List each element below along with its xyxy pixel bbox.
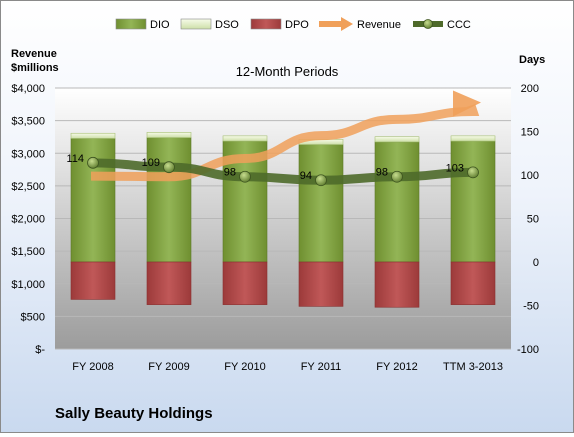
- gridlines: [55, 87, 511, 350]
- category-label: FY 2008: [72, 361, 113, 373]
- category-label: FY 2010: [224, 361, 265, 373]
- dso-bar: [146, 132, 192, 138]
- right-tick-label: 0: [533, 257, 539, 269]
- dpo-bar: [70, 261, 116, 300]
- dso-bar: [222, 135, 268, 142]
- ccc-point: [315, 174, 327, 187]
- legend-label: DPO: [285, 19, 309, 31]
- ccc-data-label: 114: [66, 153, 84, 165]
- ccc-point: [467, 166, 479, 179]
- ccc-line: [88, 158, 478, 185]
- left-axis-ticks: $- $500 $1,000 $1,500 $2,000 $2,500 $3,000 $3,5…: [11, 83, 45, 356]
- dio-bar: [146, 137, 192, 263]
- dpo-bar: [450, 261, 496, 305]
- right-tick-label: 200: [521, 83, 539, 95]
- ccc-data-label: 98: [376, 167, 388, 179]
- legend: DIO DSO DPO Revenue CCC: [115, 17, 471, 31]
- left-tick-label: $-: [35, 344, 45, 356]
- right-axis-ticks: -100 -50 0 50 100 150 200: [517, 83, 539, 356]
- legend-swatch-dso: [180, 18, 212, 30]
- left-tick-label: $4,000: [11, 83, 45, 95]
- left-tick-label: $3,000: [11, 148, 45, 160]
- dio-bar: [450, 140, 496, 263]
- right-tick-label: 50: [527, 214, 539, 226]
- right-axis-label: Days: [519, 54, 545, 66]
- category-label: TTM 3-2013: [443, 361, 503, 373]
- ccc-point: [239, 170, 251, 183]
- dio-bar: [298, 144, 344, 263]
- ccc-point: [391, 170, 403, 183]
- left-tick-label: $500: [21, 311, 45, 323]
- left-tick-label: $1,500: [11, 246, 45, 258]
- dpo-bar: [298, 261, 344, 307]
- revenue-trend-line: [90, 104, 480, 182]
- bar-series: [70, 132, 496, 308]
- category-label: FY 2009: [148, 361, 189, 373]
- left-axis-label-line1: Revenue: [11, 48, 57, 60]
- category-label: FY 2011: [301, 361, 342, 373]
- dso-bar: [374, 136, 420, 143]
- dio-bar: [374, 141, 420, 263]
- right-tick-label: -50: [523, 301, 539, 313]
- legend-label: CCC: [447, 19, 471, 31]
- revenue-arrowhead: [453, 90, 481, 117]
- legend-swatch-dpo: [250, 18, 282, 30]
- left-tick-label: $3,500: [11, 116, 45, 128]
- right-tick-label: 100: [521, 170, 539, 182]
- ccc-data-label: 109: [142, 157, 160, 169]
- dso-bar: [450, 135, 496, 142]
- ccc-data-label: 103: [446, 162, 464, 174]
- left-tick-label: $1,000: [11, 279, 45, 291]
- left-axis-label-line2: $millions: [11, 62, 59, 74]
- ccc-point: [163, 161, 175, 174]
- left-tick-label: $2,000: [11, 214, 45, 226]
- legend-arrowhead: [341, 17, 353, 31]
- dpo-bar: [146, 261, 192, 305]
- ccc-data-label: 94: [300, 170, 312, 182]
- revenue-series: [90, 90, 481, 182]
- legend-swatch-dio: [115, 18, 147, 30]
- legend-label: DSO: [215, 19, 239, 31]
- ccc-data-label: 98: [224, 167, 236, 179]
- left-tick-label: $2,500: [11, 181, 45, 193]
- legend-ccc-dot: [423, 19, 433, 29]
- dpo-bar: [374, 261, 420, 308]
- ccc-point: [87, 156, 99, 169]
- right-tick-label: 150: [521, 127, 539, 139]
- dpo-bar: [222, 261, 268, 305]
- ccc-series: 114 109 98 94 98 103: [66, 153, 479, 187]
- legend-label: DIO: [150, 19, 170, 31]
- right-tick-label: -100: [517, 344, 539, 356]
- category-labels: FY 2008 FY 2009 FY 2010 FY 2011 FY 2012 TTM 3…: [72, 361, 503, 373]
- legend-label: Revenue: [357, 19, 401, 31]
- category-label: FY 2012: [376, 361, 417, 373]
- company-name: Sally Beauty Holdings: [55, 405, 213, 422]
- chart-title: 12-Month Periods: [236, 64, 339, 79]
- dso-bar: [70, 132, 116, 139]
